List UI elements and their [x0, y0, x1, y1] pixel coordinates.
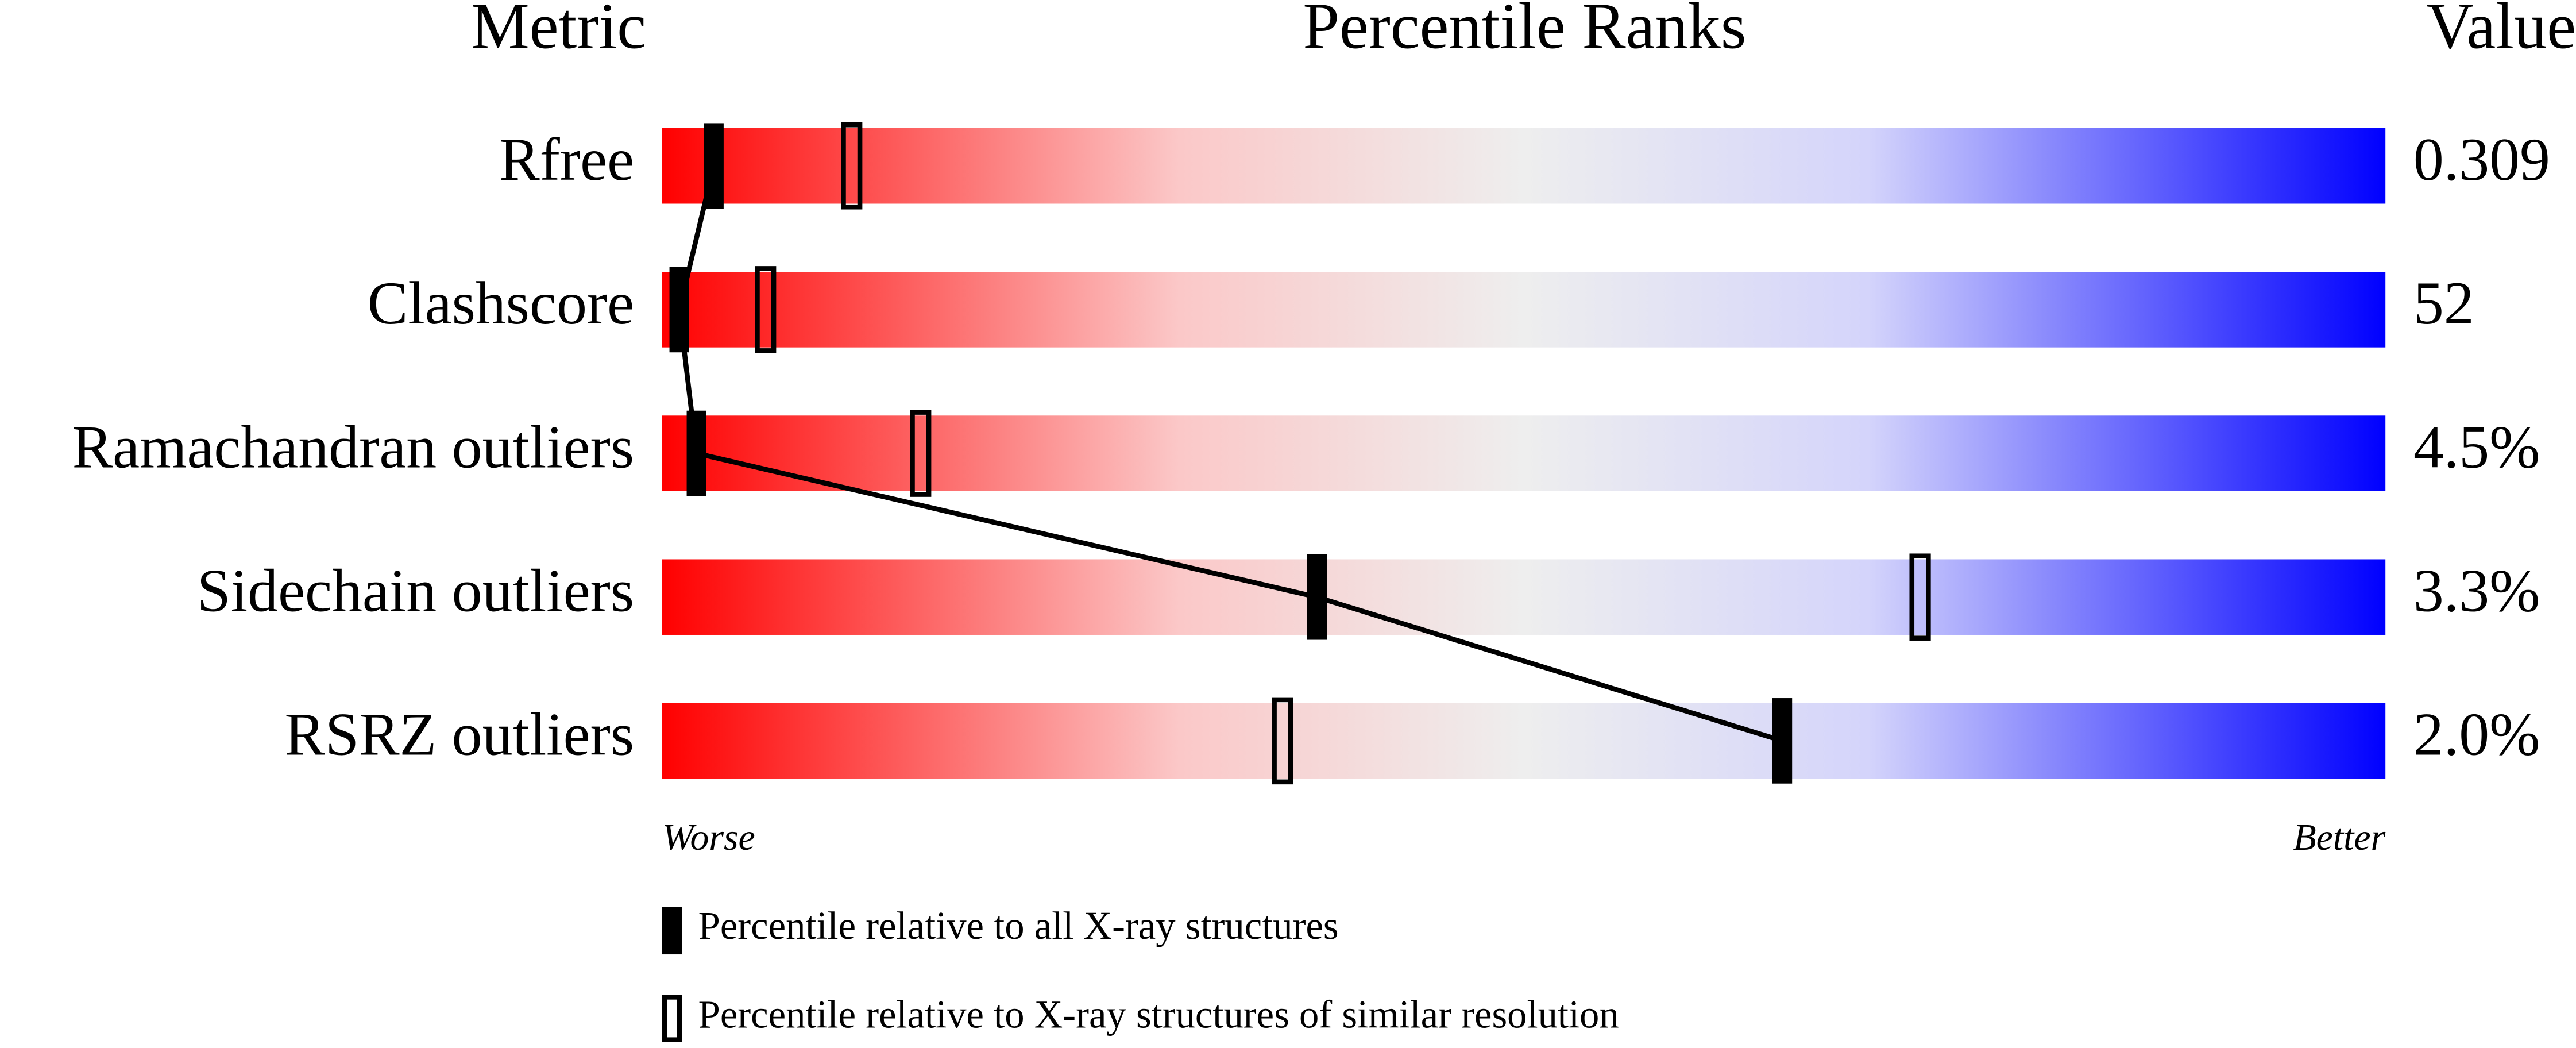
slider-bar: [662, 559, 2386, 635]
legend-swatch: [662, 995, 682, 1042]
metric-label: Clashscore: [368, 269, 634, 337]
slider-bar: [662, 703, 2386, 779]
metric-value: 4.5%: [2413, 413, 2540, 480]
legend-label: Percentile relative to X-ray structures …: [698, 992, 1619, 1036]
slider-bar: [662, 272, 2386, 348]
header-value: Value: [2427, 0, 2576, 62]
metric-value: 3.3%: [2413, 557, 2540, 625]
legend-swatch: [662, 907, 682, 955]
marker-similar: [1272, 697, 1293, 785]
legend-label: Percentile relative to all X-ray structu…: [698, 904, 1339, 947]
metric-label: RSRZ outliers: [285, 701, 635, 768]
header-metric: Metric: [471, 0, 646, 62]
marker-similar: [1909, 553, 1931, 641]
metric-label: Sidechain outliers: [197, 557, 634, 625]
worse-label: Worse: [662, 816, 755, 858]
header-percentile: Percentile Ranks: [1303, 0, 1746, 62]
metric-value: 2.0%: [2413, 701, 2540, 768]
metric-label: Rfree: [499, 126, 634, 193]
marker-similar: [755, 266, 777, 353]
marker-all: [686, 410, 706, 496]
metric-label: Ramachandran outliers: [72, 413, 635, 480]
slider-bar: [662, 415, 2386, 491]
metric-value: 52: [2413, 269, 2474, 337]
marker-all: [1772, 698, 1793, 784]
marker-all: [704, 123, 724, 209]
slider-bar: [662, 128, 2386, 204]
marker-all: [1307, 554, 1327, 640]
marker-all: [669, 267, 689, 353]
metric-value: 0.309: [2413, 126, 2550, 193]
marker-similar: [841, 122, 863, 210]
marker-similar: [910, 410, 932, 497]
better-label: Better: [2293, 816, 2385, 858]
